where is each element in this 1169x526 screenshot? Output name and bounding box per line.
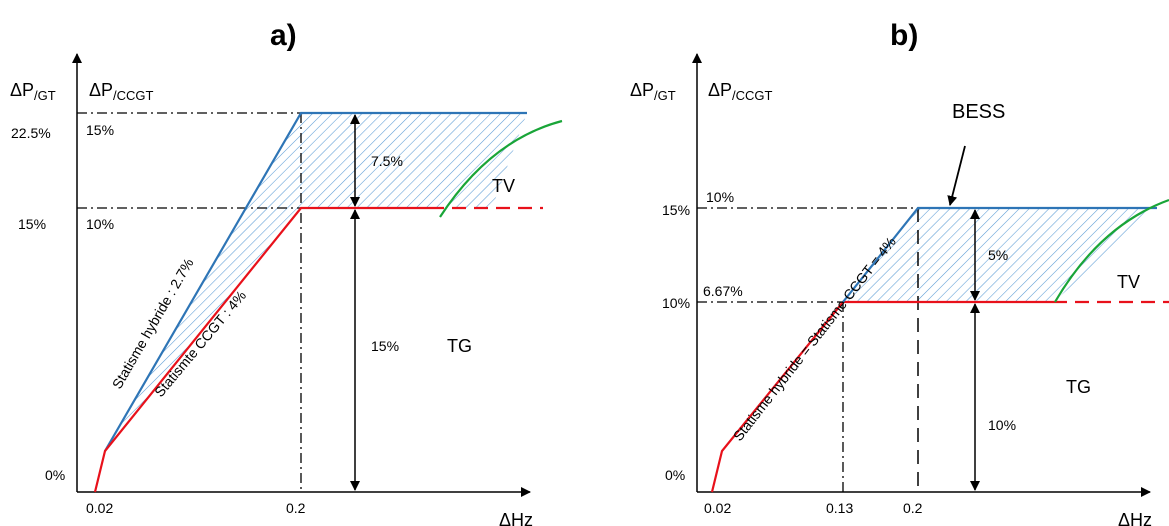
panel-a-tick-15-ccgt: 15%: [86, 122, 114, 138]
panel-a-tick-0: 0%: [45, 467, 65, 483]
panel-a-dim-15: 15%: [371, 338, 399, 354]
panel-a: a) ΔP/GT ΔP/CCGT 22.5% 15% 15% 10% 0% 0.…: [10, 19, 563, 526]
panel-b-bess-pointer: [947, 145, 966, 206]
panel-b: b) BESS ΔP/GT ΔP/CCGT 10% 15% 6.67% 10%: [630, 19, 1169, 526]
panel-b-x-axis-label: ΔHz: [1118, 510, 1152, 526]
panel-a-hybrid-droop-line: [104, 111, 527, 452]
panel-b-x-tick-02: 0.2: [903, 500, 923, 516]
panel-a-x-tick-02: 0.2: [286, 500, 306, 516]
panel-a-tick-15-gt: 15%: [18, 216, 46, 232]
panel-b-title: b): [890, 19, 918, 52]
panel-a-y-left-label: ΔP/GT: [10, 80, 56, 103]
panel-a-tick-10-ccgt: 10%: [86, 216, 114, 232]
panel-b-y-right-label: ΔP/CCGT: [708, 80, 773, 103]
panel-b-ccgt-droop-line: [710, 300, 1053, 493]
panel-b-tick-15-gt: 15%: [662, 202, 690, 218]
panel-b-label-tg: TG: [1066, 377, 1091, 397]
panel-b-tick-667-ccgt: 6.67%: [703, 283, 743, 299]
panel-a-y-right-label: ΔP/CCGT: [89, 80, 154, 103]
panel-a-x-axis-label: ΔHz: [499, 510, 533, 526]
panel-b-label-statisme: Statisme hybride = Statisme CCGT = 4%: [730, 234, 899, 444]
panel-b-x-tick-013: 0.13: [826, 500, 853, 516]
panel-b-hybrid-droop-line: [842, 206, 1157, 303]
panel-a-ccgt-droop-line: [93, 206, 430, 493]
panel-b-label-tv: TV: [1117, 272, 1140, 292]
panel-b-y-left-label: ΔP/GT: [630, 80, 676, 103]
panel-b-tick-10-gt: 10%: [662, 295, 690, 311]
panel-b-dim-10: 10%: [988, 417, 1016, 433]
panel-a-tv-curve: [439, 119, 563, 218]
panel-b-hatched-area: [843, 208, 1157, 302]
panel-a-hatched-area: [105, 113, 527, 451]
panel-b-x-tick-002: 0.02: [704, 500, 731, 516]
panel-b-tick-10-ccgt: 10%: [706, 189, 734, 205]
panel-a-title: a): [270, 19, 297, 52]
panel-a-dim-75: 7.5%: [371, 153, 403, 169]
panel-b-tick-0: 0%: [665, 467, 685, 483]
panel-a-x-tick-002: 0.02: [86, 500, 113, 516]
panel-a-label-tv: TV: [492, 176, 515, 196]
panel-b-tv-curve: [1054, 198, 1169, 303]
panel-b-label-bess: BESS: [952, 101, 1005, 123]
panel-a-label-tg: TG: [447, 336, 472, 356]
panel-a-tick-22-5: 22.5%: [11, 125, 51, 141]
panel-b-dim-5: 5%: [988, 247, 1008, 263]
